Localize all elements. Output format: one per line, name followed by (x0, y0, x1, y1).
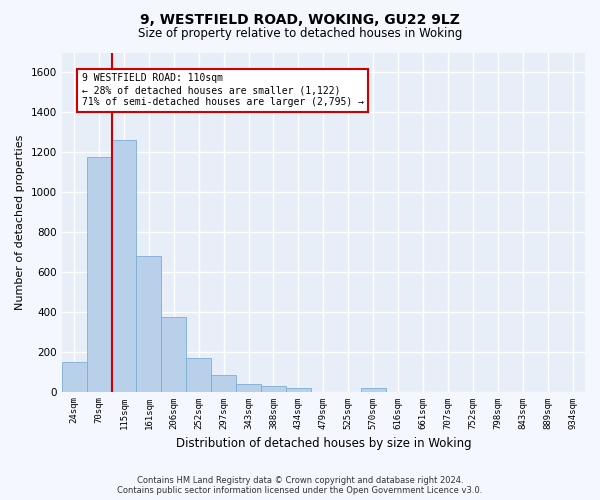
Text: 9 WESTFIELD ROAD: 110sqm
← 28% of detached houses are smaller (1,122)
71% of sem: 9 WESTFIELD ROAD: 110sqm ← 28% of detach… (82, 74, 364, 106)
X-axis label: Distribution of detached houses by size in Woking: Distribution of detached houses by size … (176, 437, 471, 450)
Bar (211, 375, 236, 392)
Text: Contains HM Land Registry data © Crown copyright and database right 2024.
Contai: Contains HM Land Registry data © Crown c… (118, 476, 482, 495)
Bar (286, 388, 311, 392)
Y-axis label: Number of detached properties: Number of detached properties (15, 134, 25, 310)
Bar (161, 317, 186, 392)
Bar (62, 362, 86, 392)
Bar (361, 388, 386, 392)
Bar (236, 384, 261, 392)
Bar (136, 256, 161, 392)
Bar (186, 358, 211, 392)
Text: 9, WESTFIELD ROAD, WOKING, GU22 9LZ: 9, WESTFIELD ROAD, WOKING, GU22 9LZ (140, 12, 460, 26)
Bar (112, 140, 136, 392)
Bar (261, 386, 286, 392)
Bar (86, 157, 112, 392)
Text: Size of property relative to detached houses in Woking: Size of property relative to detached ho… (138, 28, 462, 40)
